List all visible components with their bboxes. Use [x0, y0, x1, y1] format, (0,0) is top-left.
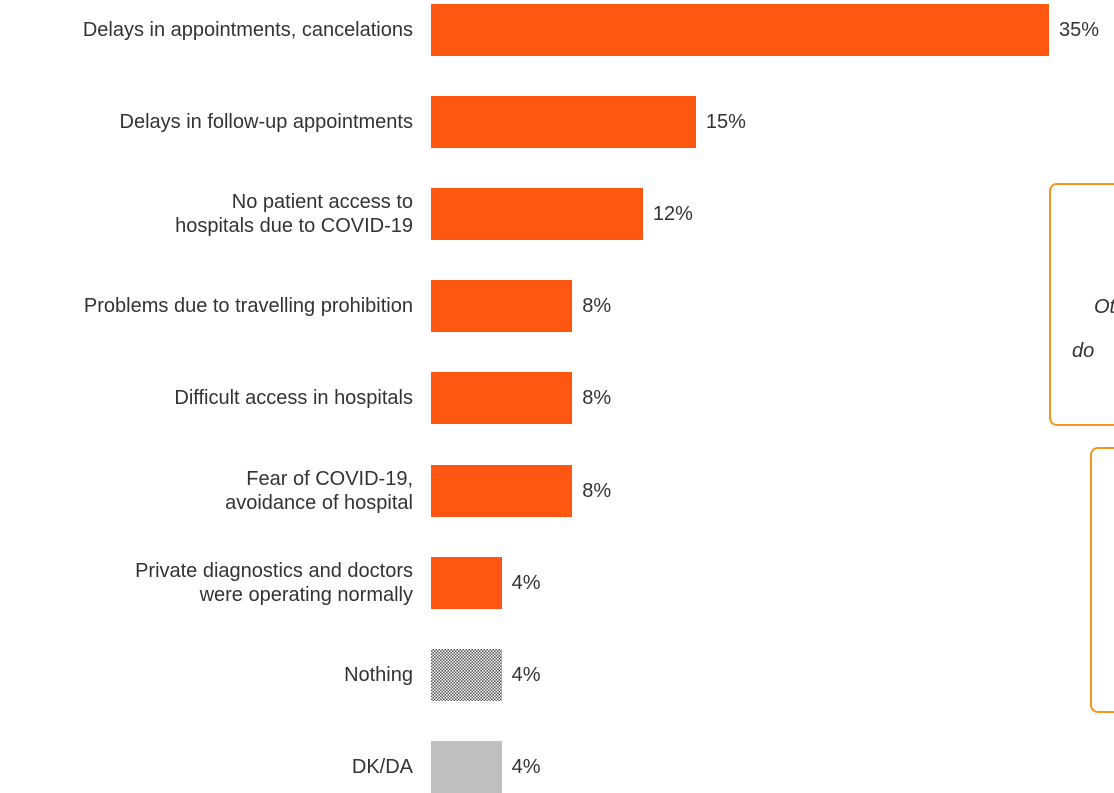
value-label: 8% — [582, 479, 612, 502]
bar — [431, 556, 502, 609]
value-label: 4% — [511, 663, 541, 686]
value-label: 8% — [582, 295, 612, 318]
category-label: Nothing — [344, 663, 413, 686]
bar — [431, 740, 502, 793]
category-label: DK/DA — [351, 755, 413, 778]
bar — [431, 280, 573, 333]
annotation: Ot — [1094, 296, 1114, 318]
category-label: Problems due to travelling prohibition — [83, 295, 413, 318]
bar — [431, 464, 573, 517]
annotation: do — [1072, 340, 1095, 362]
category-label: Delays in follow-up appointments — [119, 111, 414, 134]
category-label: Difficult access in hospitals — [174, 387, 413, 410]
value-label: 35% — [1059, 19, 1100, 41]
bar — [431, 96, 696, 149]
category-label: No patient access to hospitals due to CO… — [175, 191, 413, 238]
value-label: 4% — [511, 571, 541, 594]
bar — [431, 188, 643, 241]
value-label: 4% — [511, 755, 541, 778]
category-label: Fear of COVID-19, avoidance of hospital — [225, 467, 413, 514]
callout-box — [1090, 447, 1114, 713]
value-label: 8% — [582, 387, 612, 410]
bar — [431, 648, 502, 701]
category-label: Private diagnostics and doctors were ope… — [135, 559, 413, 606]
bar — [431, 4, 1049, 56]
bar — [431, 372, 573, 425]
value-label: 12% — [652, 203, 693, 226]
callout-box — [1049, 183, 1114, 426]
value-label: 15% — [705, 111, 746, 134]
category-label: Delays in appointments, cancelations — [82, 19, 413, 41]
